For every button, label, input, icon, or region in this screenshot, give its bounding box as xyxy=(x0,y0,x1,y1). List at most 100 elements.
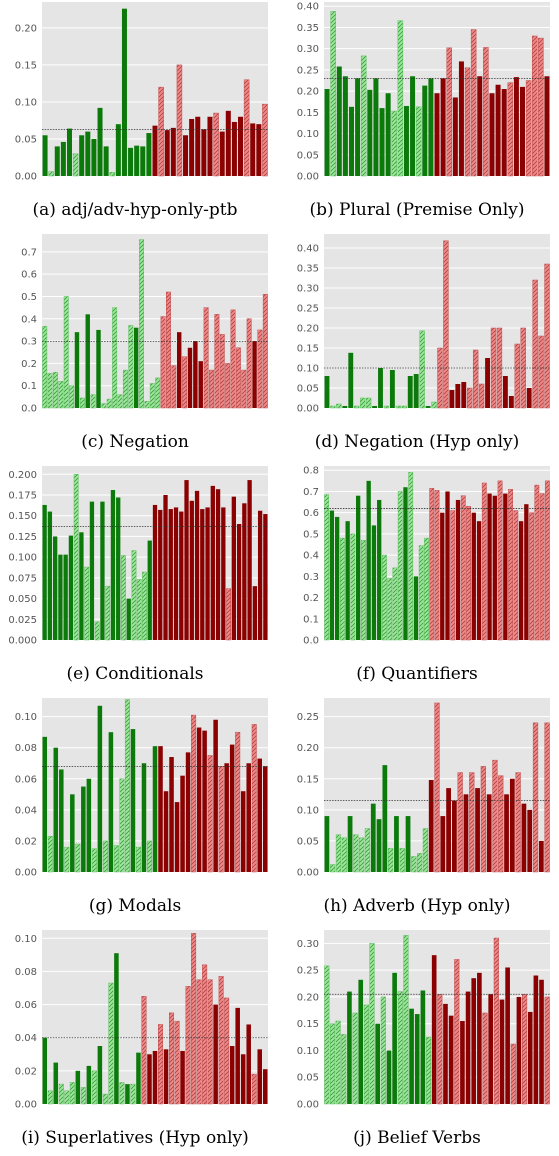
bar xyxy=(397,991,403,1105)
bar xyxy=(493,937,499,1105)
bar xyxy=(485,358,490,408)
bar xyxy=(502,376,508,408)
y-tick-label: 0.25 xyxy=(297,966,319,977)
bar xyxy=(450,510,456,641)
bar xyxy=(378,368,383,408)
bar xyxy=(452,800,457,872)
bar xyxy=(243,79,250,177)
bar xyxy=(330,405,336,409)
bar xyxy=(90,394,96,409)
bar xyxy=(201,129,207,176)
bar xyxy=(179,511,184,640)
bar xyxy=(448,1015,454,1104)
bar xyxy=(388,848,394,873)
y-tick-label: 0.00 xyxy=(15,1100,37,1111)
bar xyxy=(471,512,476,640)
bar xyxy=(486,794,492,872)
bar xyxy=(79,532,84,640)
y-tick-label: 0.7 xyxy=(303,487,319,498)
bar xyxy=(207,116,213,176)
bar xyxy=(203,307,209,409)
bar xyxy=(108,732,114,872)
y-tick-label: 0.6 xyxy=(303,508,319,519)
bar xyxy=(263,514,268,640)
y-tick-label: 0.06 xyxy=(15,1000,37,1011)
bar xyxy=(146,840,152,873)
chart-panel-5: 0.000 0.025 0.050 0.075 0.100 0.125 0.150 0.175… xyxy=(0,464,270,692)
bar xyxy=(490,327,497,409)
bar xyxy=(219,131,225,176)
y-tick-label: 0.20 xyxy=(297,87,319,98)
y-tick-label: 0.15 xyxy=(15,60,37,71)
y-tick-label: 0.10 xyxy=(15,712,37,723)
y-tick-label: 0.0 xyxy=(21,404,37,415)
y-tick-label: 0.1 xyxy=(21,381,37,392)
bar xyxy=(247,480,252,640)
plot-background xyxy=(324,234,550,408)
bar xyxy=(202,964,208,1105)
bar xyxy=(224,763,229,872)
bar xyxy=(508,489,513,641)
bar xyxy=(483,47,489,177)
bar xyxy=(147,540,152,640)
bar xyxy=(165,291,171,409)
bar xyxy=(169,757,174,872)
bar xyxy=(103,146,109,176)
bar xyxy=(257,758,262,872)
bar xyxy=(69,385,75,409)
bar xyxy=(158,1024,164,1105)
bar xyxy=(463,794,469,872)
plot-background xyxy=(324,930,550,1104)
chart-caption: (g) Modals xyxy=(88,896,182,916)
bar xyxy=(86,1065,92,1104)
bar xyxy=(527,1011,533,1104)
bar xyxy=(262,103,268,177)
bar xyxy=(520,86,526,176)
y-tick-label: 0.40 xyxy=(297,2,319,13)
bar xyxy=(508,396,514,408)
bar xyxy=(91,848,97,873)
bar xyxy=(183,135,189,176)
bar xyxy=(200,509,205,640)
bar xyxy=(505,967,510,1104)
bar xyxy=(324,816,330,872)
bar xyxy=(386,1050,392,1104)
bar xyxy=(173,507,179,640)
y-tick-label: 0.30 xyxy=(297,44,319,55)
bar xyxy=(520,327,526,409)
bar xyxy=(495,84,501,176)
bar xyxy=(70,794,75,872)
bar xyxy=(230,309,236,409)
bar xyxy=(58,380,64,409)
bar xyxy=(185,752,191,872)
bar xyxy=(445,491,450,640)
bar xyxy=(146,133,152,176)
bar xyxy=(79,397,85,409)
bar xyxy=(367,89,373,176)
bar xyxy=(116,497,121,640)
bar xyxy=(464,67,471,177)
bar xyxy=(363,1004,369,1105)
bar xyxy=(476,521,482,640)
bar xyxy=(339,537,345,641)
y-tick-label: 0.100 xyxy=(8,553,37,564)
y-tick-label: 0.0 xyxy=(303,636,319,647)
bar xyxy=(424,537,429,641)
bar xyxy=(499,999,505,1104)
bar xyxy=(86,778,92,872)
bar xyxy=(403,935,409,1105)
y-tick-label: 0.30 xyxy=(297,284,319,295)
y-tick-label: 0.25 xyxy=(297,712,319,723)
bar xyxy=(47,1090,53,1105)
bar xyxy=(246,1024,251,1104)
bar xyxy=(213,1004,218,1104)
bar xyxy=(53,747,59,872)
y-tick-label: 0.4 xyxy=(303,551,319,562)
bar xyxy=(240,791,246,872)
bar xyxy=(443,1003,448,1104)
bar xyxy=(214,314,220,409)
y-tick-label: 0.15 xyxy=(297,344,319,355)
bar xyxy=(102,840,108,873)
bar xyxy=(350,533,356,641)
y-tick-label: 0.05 xyxy=(297,150,319,161)
